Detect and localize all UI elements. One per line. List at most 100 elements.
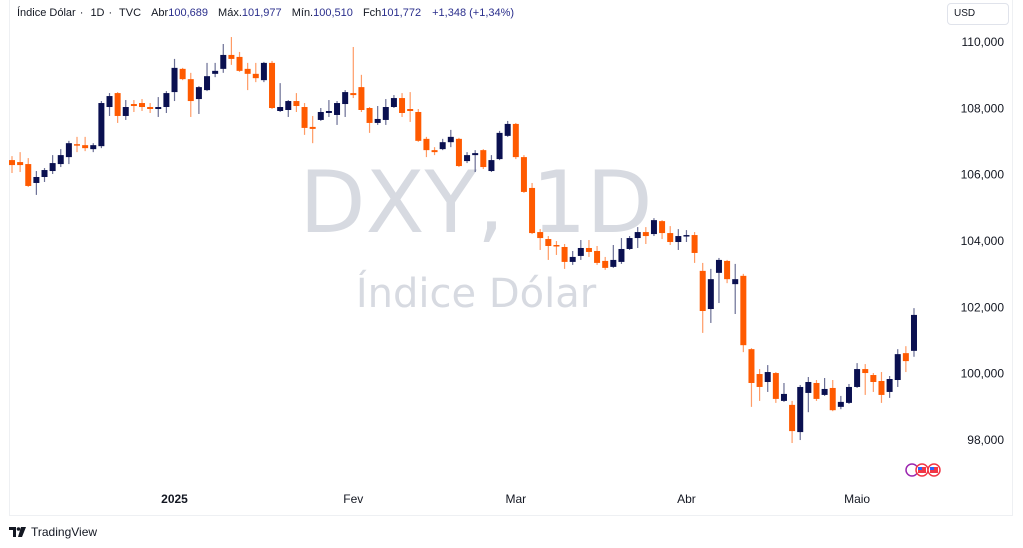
candle-up[interactable] (504, 120, 511, 137)
candle-up[interactable] (41, 168, 48, 182)
candle-down[interactable] (870, 373, 877, 392)
candle-down[interactable] (553, 241, 560, 255)
candle-up[interactable] (650, 218, 657, 237)
candle-up[interactable] (797, 384, 804, 441)
candle-down[interactable] (512, 122, 519, 160)
candle-down[interactable] (366, 107, 373, 133)
candle-up[interactable] (90, 143, 97, 153)
candle-down[interactable] (25, 158, 32, 187)
candle-up[interactable] (163, 91, 170, 113)
candle-down[interactable] (252, 62, 259, 83)
candle-down[interactable] (902, 346, 909, 373)
candle-down[interactable] (699, 262, 706, 333)
candle-down[interactable] (269, 60, 276, 110)
candle-down[interactable] (74, 136, 81, 153)
candle-down[interactable] (9, 156, 15, 174)
candle-down[interactable] (139, 99, 146, 111)
candle-up[interactable] (390, 95, 397, 109)
candle-down[interactable] (350, 46, 357, 99)
economic-events-icons[interactable] (905, 463, 941, 477)
candle-down[interactable] (130, 100, 137, 112)
candle-down[interactable] (594, 245, 601, 265)
candle-down[interactable] (659, 220, 666, 240)
candle-up[interactable] (204, 62, 211, 92)
candle-up[interactable] (910, 308, 917, 357)
candle-down[interactable] (431, 147, 438, 156)
candle-up[interactable] (488, 155, 495, 173)
candle-down[interactable] (585, 240, 592, 257)
candle-down[interactable] (829, 380, 836, 412)
candle-down[interactable] (740, 273, 747, 353)
candle-up[interactable] (837, 395, 844, 410)
candle-up[interactable] (496, 130, 503, 161)
currency-selector[interactable]: USD (947, 3, 1009, 25)
candle-up[interactable] (106, 93, 113, 116)
candle-up[interactable] (33, 171, 40, 195)
candle-down[interactable] (642, 227, 649, 245)
candle-down[interactable] (179, 67, 186, 81)
candle-up[interactable] (675, 229, 682, 250)
candle-down[interactable] (82, 136, 89, 152)
candle-up[interactable] (447, 129, 454, 148)
candle-up[interactable] (894, 349, 901, 387)
candle-up[interactable] (374, 106, 381, 125)
candle-down[interactable] (789, 400, 796, 444)
candle-down[interactable] (878, 372, 885, 403)
time-axis[interactable]: 2025 Fev Mar Abr Maio (161, 492, 870, 506)
candle-down[interactable] (691, 232, 698, 263)
price-axis[interactable]: 110,000 108,000 106,000 104,000 102,000 100,0… (961, 35, 1005, 447)
candle-up[interactable] (707, 268, 714, 323)
candle-up[interactable] (57, 149, 64, 168)
candle-down[interactable] (813, 380, 820, 401)
candle-up[interactable] (98, 101, 105, 149)
candle-up[interactable] (220, 43, 227, 73)
candle-down[interactable] (862, 364, 869, 395)
candle-down[interactable] (293, 93, 300, 112)
candle-up[interactable] (626, 236, 633, 250)
candle-up[interactable] (155, 97, 162, 117)
candle-up[interactable] (439, 138, 446, 151)
candle-down[interactable] (399, 93, 406, 117)
candle-up[interactable] (472, 150, 479, 173)
candle-up[interactable] (854, 363, 861, 388)
candle-up[interactable] (845, 383, 852, 404)
candle-down[interactable] (147, 103, 154, 113)
candle-down[interactable] (724, 259, 731, 284)
candle-down[interactable] (415, 109, 422, 142)
candle-up[interactable] (212, 62, 219, 78)
candle-up[interactable] (334, 101, 341, 125)
candle-down[interactable] (17, 152, 24, 173)
candle-down[interactable] (301, 103, 308, 135)
candle-up[interactable] (49, 155, 56, 175)
candle-up[interactable] (122, 100, 129, 120)
candle-down[interactable] (236, 51, 243, 72)
candle-up[interactable] (715, 257, 722, 304)
candle-down[interactable] (545, 236, 552, 260)
candle-up[interactable] (780, 382, 787, 402)
candle-up[interactable] (382, 99, 389, 125)
candle-up[interactable] (764, 365, 771, 392)
candle-up[interactable] (886, 376, 893, 398)
candle-down[interactable] (423, 136, 430, 158)
candle-down[interactable] (667, 226, 674, 246)
candle-up[interactable] (634, 227, 641, 248)
candle-down[interactable] (455, 137, 462, 168)
candle-up[interactable] (260, 61, 267, 83)
candle-up[interactable] (805, 377, 812, 413)
candle-up[interactable] (569, 250, 576, 265)
candle-down[interactable] (537, 229, 544, 250)
candle-up[interactable] (342, 90, 349, 117)
candle-up[interactable] (618, 238, 625, 264)
candle-down[interactable] (756, 369, 763, 401)
candle-up[interactable] (171, 58, 178, 102)
candle-down[interactable] (529, 182, 536, 235)
candle-up[interactable] (195, 86, 202, 114)
candle-down[interactable] (187, 72, 194, 117)
candle-up[interactable] (610, 245, 617, 268)
candle-up[interactable] (277, 83, 284, 112)
tradingview-logo[interactable]: TradingView (9, 525, 97, 539)
candle-up[interactable] (821, 378, 828, 396)
candle-down[interactable] (309, 115, 316, 144)
candle-down[interactable] (407, 92, 414, 122)
